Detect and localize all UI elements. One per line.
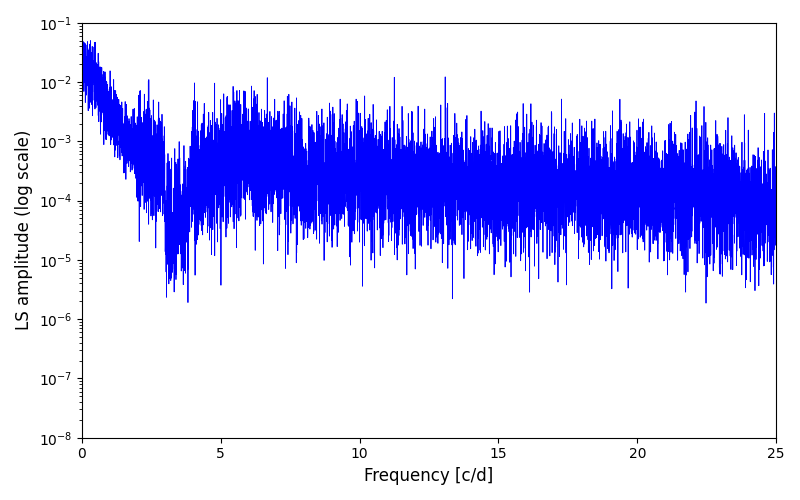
Y-axis label: LS amplitude (log scale): LS amplitude (log scale)	[15, 130, 33, 330]
X-axis label: Frequency [c/d]: Frequency [c/d]	[364, 467, 494, 485]
